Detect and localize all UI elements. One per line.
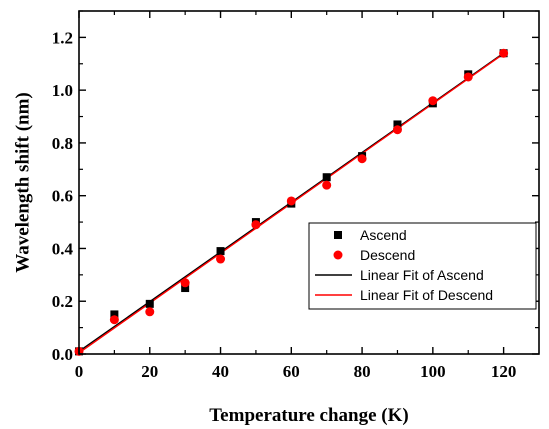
descend-point (322, 180, 332, 190)
descend-point (428, 96, 438, 106)
descend-point (463, 72, 473, 82)
y-tick-label: 0.2 (52, 292, 73, 311)
y-tick-label: 0.8 (52, 134, 73, 153)
axis-ticks: 0 20 40 60 80 100 120 0.0 0.2 0.4 0.6 0.8 1.0 1.2 (52, 10, 539, 381)
x-tick-label: 100 (420, 362, 446, 381)
ascend-point (145, 299, 154, 308)
y-axis-title: Wavelength shift (nm) (12, 92, 33, 273)
descend-point (251, 220, 261, 230)
data-points (74, 48, 509, 356)
legend: Ascend Descend Linear Fit of Ascend Linear … (308, 222, 537, 310)
legend-marker-square (334, 231, 342, 239)
x-tick-label: 80 (354, 362, 371, 381)
y-tick-label: 0.6 (52, 187, 73, 206)
y-tick-label: 0.4 (52, 239, 74, 258)
descend-point (145, 307, 155, 317)
x-tick-label: 20 (141, 362, 158, 381)
y-tick-label: 0.0 (52, 345, 73, 364)
descend-point (180, 278, 190, 288)
x-tick-label: 60 (283, 362, 300, 381)
descend-point (392, 125, 402, 135)
ascend-point (110, 310, 119, 319)
x-tick-label: 40 (212, 362, 229, 381)
legend-marker-circle (333, 250, 343, 260)
descend-point (216, 254, 226, 264)
ascend-point (322, 173, 331, 182)
descend-point (109, 315, 119, 325)
plot-frame (78, 10, 540, 355)
ascend-point (181, 284, 190, 293)
legend-label: Descend (360, 247, 415, 263)
ascend-point (393, 120, 402, 129)
x-tick-label: 120 (491, 362, 517, 381)
y-tick-label: 1.2 (52, 28, 73, 47)
descend-point (499, 48, 509, 58)
legend-label: Linear Fit of Descend (360, 287, 493, 303)
descend-point (286, 196, 296, 206)
y-tick-label: 1.0 (52, 81, 73, 100)
descend-point (357, 154, 367, 164)
ascend-point (216, 247, 225, 256)
x-axis-title: Temperature change (K) (209, 405, 408, 426)
x-tick-label: 0 (75, 362, 84, 381)
legend-label: Ascend (360, 227, 407, 243)
legend-label: Linear Fit of Ascend (360, 267, 484, 283)
